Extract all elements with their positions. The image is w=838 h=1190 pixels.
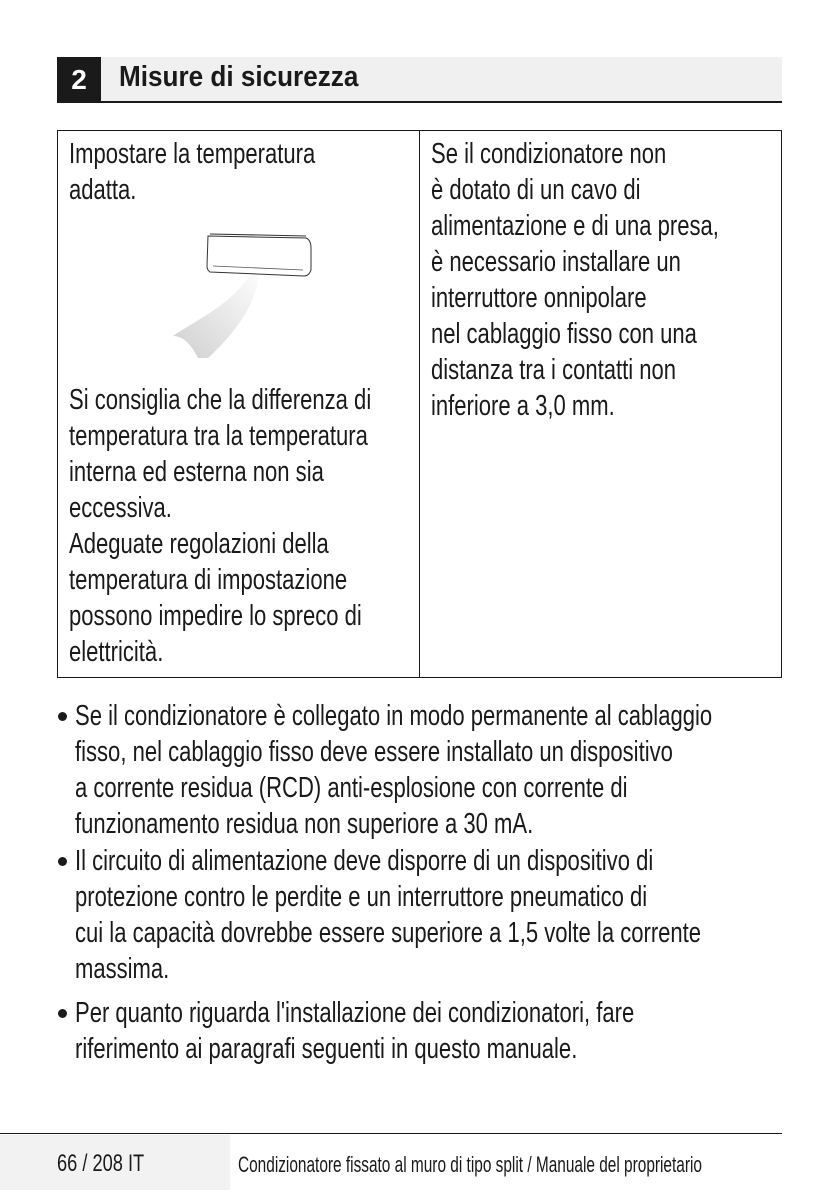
text-line: funzionamento residua non superiore a 30… (75, 808, 534, 840)
bullet-icon (58, 1009, 67, 1018)
text-line: Se il condizionatore è collegato in modo… (75, 700, 713, 732)
bullet-text: Se il condizionatore è collegato in modo… (75, 698, 788, 842)
section-header: 2 Misure di sicurezza (57, 57, 782, 103)
text-line: elettricità. (69, 636, 164, 668)
bullet-item: Il circuito di alimentazione deve dispor… (58, 843, 788, 987)
bullet-item: Se il condizionatore è collegato in modo… (58, 698, 788, 842)
air-conditioner-illustration (173, 233, 312, 358)
column-divider (419, 131, 420, 677)
footer-page-box (0, 1135, 230, 1190)
text-line: eccessiva. (69, 492, 172, 524)
bullet-icon (58, 857, 67, 866)
info-table: Impostare la temperatura adatta. Si consi… (57, 130, 782, 678)
text-line: possono impedire lo spreco di (69, 600, 362, 632)
text-line: massima. (75, 953, 170, 985)
text-line: riferimento ai paragrafi seguenti in que… (75, 1033, 578, 1065)
bullet-text: Il circuito di alimentazione deve dispor… (75, 843, 788, 987)
section-number: 2 (57, 57, 101, 103)
text-line: adatta. (69, 174, 137, 206)
right-text: Se il condizionatore non è dotato di un c… (431, 136, 810, 424)
footer-divider (0, 1133, 782, 1134)
text-line: Si consiglia che la differenza di (69, 384, 372, 416)
text-line: protezione contro le perdite e un interr… (75, 881, 648, 913)
bullet-icon (58, 712, 67, 721)
page-number: 66 / 208 IT (57, 1150, 145, 1177)
bullet-item: Per quanto riguarda l'installazione dei … (58, 995, 788, 1067)
text-line: interruttore onnipolare (431, 282, 647, 314)
text-line: Impostare la temperatura (69, 138, 316, 170)
text-line: è necessario installare un (431, 246, 681, 278)
text-line: distanza tra i contatti non (431, 354, 677, 386)
text-line: inferiore a 3,0 mm. (431, 390, 615, 422)
text-line: fisso, nel cablaggio fisso deve essere i… (75, 736, 673, 768)
text-line: nel cablaggio fisso con una (431, 318, 697, 350)
text-line: Adeguate regolazioni della (69, 528, 329, 560)
bullet-text: Per quanto riguarda l'installazione dei … (75, 995, 788, 1067)
text-line: interna ed esterna non sia (69, 456, 324, 488)
text-line: è dotato di un cavo di (431, 174, 641, 206)
text-line: temperatura di impostazione (69, 564, 348, 596)
left-top-text: Impostare la temperatura adatta. (69, 136, 393, 208)
text-line: cui la capacità dovrebbe essere superior… (75, 917, 702, 949)
text-line: Per quanto riguarda l'installazione dei … (75, 997, 635, 1029)
text-line: alimentazione e di una presa, (431, 210, 719, 242)
left-bottom-text: Si consiglia che la differenza di tempera… (69, 382, 467, 670)
text-line: Se il condizionatore non (431, 138, 667, 170)
text-line: a corrente residua (RCD) anti-esplosione… (75, 772, 628, 804)
text-line: Il circuito di alimentazione deve dispor… (75, 845, 654, 877)
section-title: Misure di sicurezza (119, 61, 359, 93)
text-line: temperatura tra la temperatura (69, 420, 368, 452)
document-title: Condizionatore fissato al muro di tipo s… (238, 1152, 702, 1177)
